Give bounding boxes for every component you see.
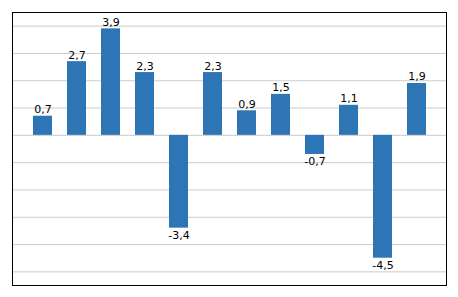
svg-text:2,7: 2,7 (68, 49, 86, 62)
svg-text:0,9: 0,9 (238, 98, 256, 111)
svg-text:2,3: 2,3 (204, 60, 222, 73)
svg-text:-4,5: -4,5 (372, 259, 393, 272)
svg-text:3,9: 3,9 (102, 16, 120, 29)
svg-text:2,3: 2,3 (136, 60, 154, 73)
svg-text:1,5: 1,5 (272, 81, 290, 94)
svg-text:-3,4: -3,4 (168, 229, 189, 242)
svg-text:-0,7: -0,7 (304, 155, 325, 168)
svg-text:1,9: 1,9 (408, 70, 426, 83)
svg-text:1,1: 1,1 (340, 92, 358, 105)
svg-text:0,7: 0,7 (34, 103, 52, 116)
